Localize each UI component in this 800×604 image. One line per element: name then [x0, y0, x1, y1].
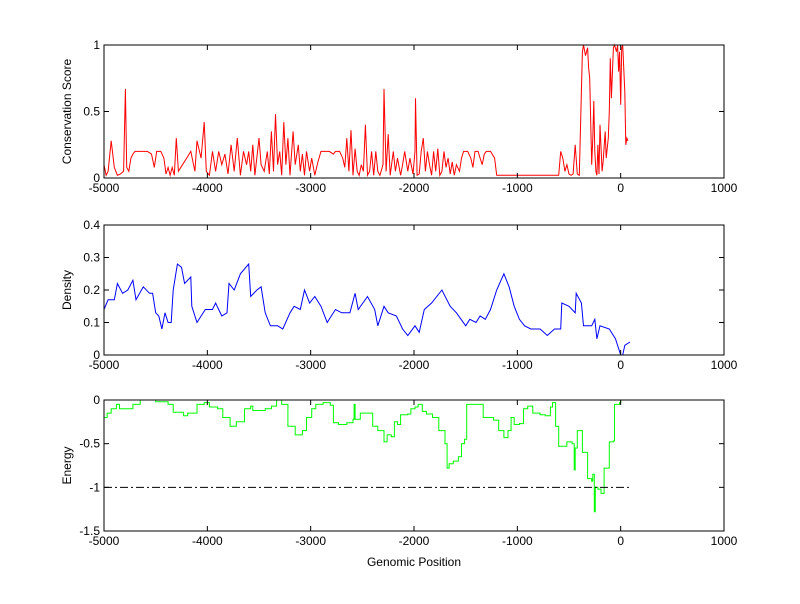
x-tick-label: -5000 [89, 181, 120, 195]
series-line-conservation [103, 43, 629, 178]
y-tick-label: 0.5 [83, 105, 100, 119]
x-tick-label: 0 [617, 181, 624, 195]
y-axis-label: Conservation Score [60, 58, 74, 164]
x-axis-label: Genomic Position [367, 555, 461, 569]
x-tick-label: -1000 [502, 181, 533, 195]
y-tick-label: 0 [93, 393, 100, 407]
y-tick-label: 0.1 [83, 316, 100, 330]
x-tick-label: 1000 [711, 534, 738, 548]
y-tick-label: 0 [93, 171, 100, 185]
axes-frame [103, 399, 725, 532]
series-line-energy [104, 399, 627, 513]
y-tick-label: -0.5 [79, 437, 100, 451]
y-tick-label: 1 [93, 38, 100, 52]
x-tick-label: -4000 [192, 181, 223, 195]
y-axis-label: Density [60, 270, 74, 310]
x-tick-label: 1000 [711, 181, 738, 195]
x-tick-label: -3000 [295, 181, 326, 195]
x-tick-label: 1000 [711, 358, 738, 372]
x-tick-label: -4000 [192, 534, 223, 548]
x-tick-label: 0 [617, 534, 624, 548]
x-tick-label: -1000 [502, 358, 533, 372]
y-tick-label: -1.5 [79, 524, 100, 538]
x-tick-label: -4000 [192, 358, 223, 372]
series-line-density [103, 262, 631, 356]
x-tick-label: -3000 [295, 534, 326, 548]
x-tick-label: -5000 [89, 534, 120, 548]
subplot-1: -5000 -4000 -3000 -2000 -1000 0 1000 0 0.5 1 Conse… [60, 38, 738, 195]
subplot-3: -5000 -4000 -3000 -2000 -1000 0 1000 -1.5 -1 -0.5… [60, 393, 738, 569]
axes-frame [103, 224, 725, 356]
y-axis-label: Energy [60, 446, 74, 484]
x-tick-label: -1000 [502, 534, 533, 548]
x-tick-label: -3000 [295, 358, 326, 372]
x-tick-label: -2000 [399, 358, 430, 372]
x-tick-label: 0 [617, 358, 624, 372]
y-tick-label: 0.2 [83, 283, 100, 297]
y-tick-label: 0.4 [83, 218, 100, 232]
y-tick-label: 0.3 [83, 251, 100, 265]
y-tick-label: 0 [93, 348, 100, 362]
x-tick-label: -2000 [399, 534, 430, 548]
subplot-2: -5000 -4000 -3000 -2000 -1000 0 1000 0 0.1 0.2 0.3… [60, 218, 738, 372]
x-tick-label: -5000 [89, 358, 120, 372]
y-tick-label: -1 [89, 480, 100, 494]
x-tick-label: -2000 [399, 181, 430, 195]
